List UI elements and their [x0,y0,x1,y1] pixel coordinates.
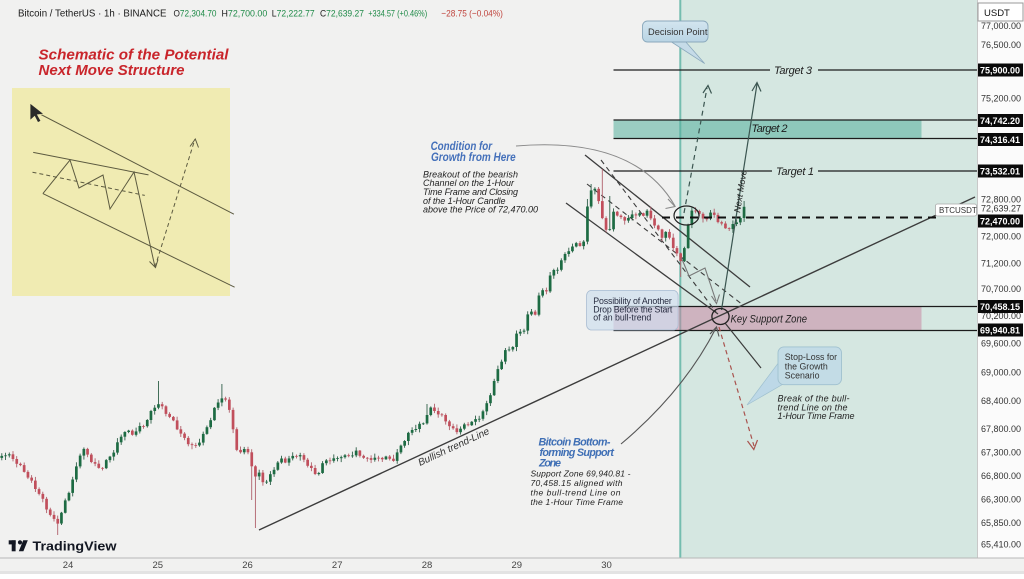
svg-text:C72,639.27: C72,639.27 [320,9,364,20]
svg-text:65,410.00: 65,410.00 [981,540,1021,550]
svg-text:70,700.00: 70,700.00 [981,284,1021,294]
svg-text:Key Support Zone: Key Support Zone [731,314,808,326]
svg-text:+334.57 (+0.46%): +334.57 (+0.46%) [368,9,427,20]
svg-text:29: 29 [512,560,523,571]
svg-text:74,742.20: 74,742.20 [980,116,1020,126]
svg-text:the Growth: the Growth [785,361,828,371]
svg-text:66,300.00: 66,300.00 [981,495,1021,505]
svg-text:O72,304.70: O72,304.70 [174,9,217,20]
svg-text:Possibility of Another: Possibility of Another [593,296,672,306]
svg-text:72,800.00: 72,800.00 [981,195,1021,205]
svg-text:Support Zone 69,940.81 -: Support Zone 69,940.81 - [531,469,631,479]
svg-text:25: 25 [153,560,164,571]
svg-text:Bitcoin Bottom-: Bitcoin Bottom- [539,436,611,448]
svg-text:Scenario: Scenario [785,370,820,380]
svg-text:forming Support: forming Support [540,447,615,459]
svg-text:70,458.15 aligned with: 70,458.15 aligned with [531,478,623,488]
svg-text:Zone: Zone [538,457,561,469]
svg-text:Bitcoin / TetherUS · 1h · BINA: Bitcoin / TetherUS · 1h · BINANCE [18,9,167,20]
svg-text:trend Line on the: trend Line on the [778,402,848,412]
svg-text:75,900.00: 75,900.00 [980,65,1020,75]
svg-text:76,500.00: 76,500.00 [981,40,1021,50]
svg-text:Time Frame and Closing: Time Frame and Closing [423,187,518,197]
svg-text:74,316.41: 74,316.41 [980,135,1020,145]
svg-text:Target 3: Target 3 [774,65,813,77]
svg-text:above the Price of 72,470.00: above the Price of 72,470.00 [423,205,538,215]
svg-text:of the 1-Hour Candle: of the 1-Hour Candle [423,196,506,206]
svg-text:Stop-Loss for: Stop-Loss for [785,352,837,362]
svg-text:69,600.00: 69,600.00 [981,339,1021,349]
svg-text:77,000.00: 77,000.00 [981,21,1021,31]
svg-text:BTCUSDT: BTCUSDT [939,206,977,215]
svg-text:Schematic of the Potential: Schematic of the Potential [39,48,230,64]
svg-text:71,200.00: 71,200.00 [981,259,1021,269]
svg-text:L72,222.77: L72,222.77 [272,9,315,20]
svg-text:24: 24 [63,560,74,571]
svg-text:Channel on the 1-Hour: Channel on the 1-Hour [423,178,515,188]
svg-text:65,850.00: 65,850.00 [981,518,1021,528]
svg-text:Decision Point: Decision Point [648,27,708,37]
svg-text:75,200.00: 75,200.00 [981,94,1021,104]
svg-text:26: 26 [242,560,253,571]
svg-text:Drop Before the Start: Drop Before the Start [593,305,673,315]
svg-text:the 1-Hour Time Frame: the 1-Hour Time Frame [531,497,624,507]
svg-text:70,458.15: 70,458.15 [980,302,1020,312]
svg-text:72,000.00: 72,000.00 [981,232,1021,242]
svg-text:68,400.00: 68,400.00 [981,396,1021,406]
svg-text:Condition for: Condition for [431,141,493,153]
svg-text:28: 28 [422,560,433,571]
svg-text:30: 30 [601,560,612,571]
svg-text:67,300.00: 67,300.00 [981,447,1021,457]
svg-text:Growth from Here: Growth from Here [431,152,516,164]
svg-text:−28.75 (−0.04%): −28.75 (−0.04%) [441,9,503,20]
svg-text:TradingView: TradingView [33,539,118,554]
svg-text:Target 2: Target 2 [752,123,788,135]
svg-text:Target 1: Target 1 [776,166,814,178]
svg-text:69,940.81: 69,940.81 [980,325,1020,335]
svg-text:Breakout of the bearish: Breakout of the bearish [423,169,518,179]
svg-text:67,800.00: 67,800.00 [981,424,1021,434]
svg-text:72,639.27: 72,639.27 [981,204,1021,214]
svg-text:Break of the bull-: Break of the bull- [778,394,850,404]
svg-text:USDT: USDT [984,8,1010,19]
svg-text:27: 27 [332,560,343,571]
svg-text:69,000.00: 69,000.00 [981,368,1021,378]
svg-text:H72,700.00: H72,700.00 [222,9,268,20]
svg-text:72,470.00: 72,470.00 [980,216,1020,226]
svg-text:66,800.00: 66,800.00 [981,471,1021,481]
svg-text:the bull-trend Line on: the bull-trend Line on [531,488,621,498]
svg-text:70,200.00: 70,200.00 [981,311,1021,321]
svg-text:73,532.01: 73,532.01 [980,166,1020,176]
svg-text:1-Hour Time Frame: 1-Hour Time Frame [778,411,855,421]
svg-text:of an bull-trend: of an bull-trend [593,313,651,323]
svg-text:Next Move Structure: Next Move Structure [39,63,185,79]
